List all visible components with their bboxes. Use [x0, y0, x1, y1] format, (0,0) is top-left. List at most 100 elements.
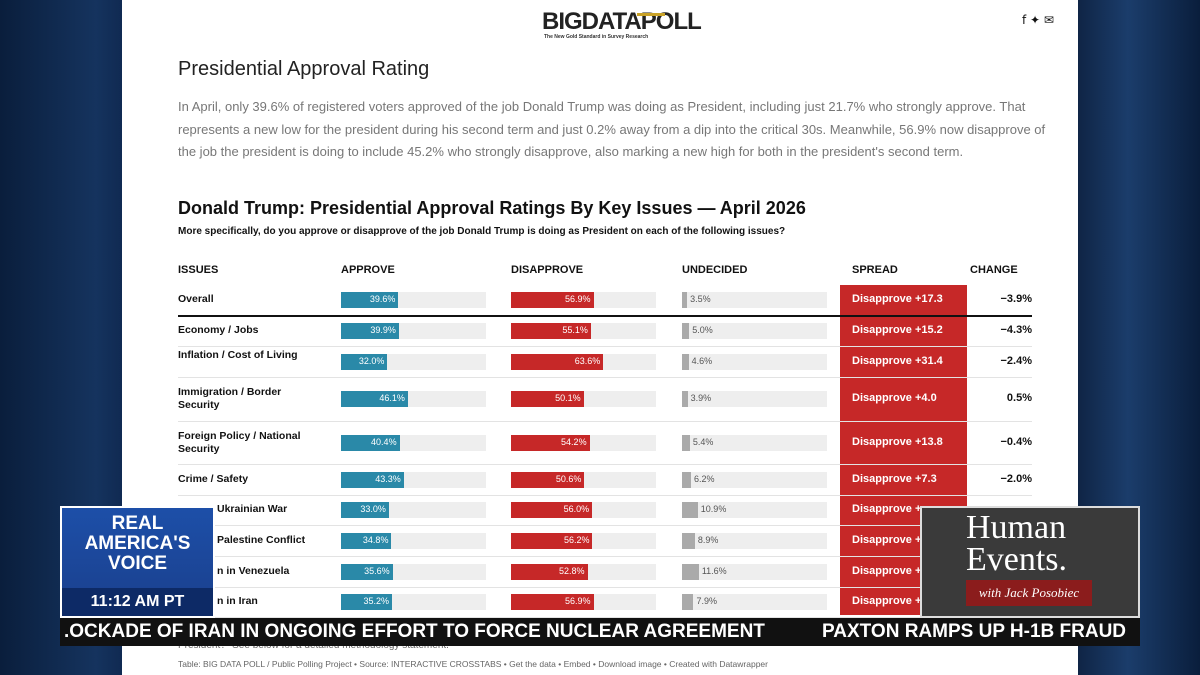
bar-track	[682, 532, 827, 549]
bar-track	[682, 471, 827, 488]
bar	[682, 502, 698, 518]
spread: Disapprove +	[852, 595, 922, 607]
network-line: REAL	[111, 513, 164, 534]
row-border	[178, 346, 1032, 347]
row-border	[178, 464, 1032, 465]
issue: Overall	[178, 293, 214, 305]
row-border	[178, 377, 1032, 378]
issue: Economy / Jobs	[178, 323, 259, 336]
change: −0.4%	[1000, 435, 1033, 448]
row-border	[178, 421, 1032, 422]
bar-label: 6.2%	[693, 473, 715, 484]
bar-label: 10.9%	[700, 504, 727, 514]
bar-label: 5.0%	[692, 324, 713, 335]
bar-label: 4.6%	[691, 355, 713, 366]
tagline: The New Gold Standard in Survey Research	[544, 34, 649, 40]
column-header: DISAPPROVE	[511, 264, 584, 276]
bar-label: 39.9%	[370, 324, 396, 335]
bar-track	[682, 594, 827, 610]
row-border	[178, 587, 1032, 588]
bar	[682, 353, 689, 370]
ticker-left: .OCKADE OF IRAN IN ONGOING EFFORT TO FOR…	[64, 621, 765, 642]
column-header: ISSUES	[178, 264, 219, 276]
network-line: VOICE	[107, 553, 168, 574]
bar	[682, 594, 694, 610]
logo: BIGDATAPOLL	[542, 8, 702, 35]
column-header: UNDECIDED	[682, 264, 748, 276]
table-title: Donald Trump: Presidential Approval Rati…	[178, 198, 806, 218]
bar-track	[682, 292, 827, 308]
show-name: Human Events.	[966, 511, 1067, 577]
column-header: SPREAD	[852, 264, 898, 276]
spread: Disapprove +13.8	[852, 435, 943, 448]
bar-label: 50.6%	[555, 473, 582, 484]
clock: 11:12 AM PT	[62, 588, 213, 616]
column-header: CHANGE	[970, 264, 1018, 276]
row-border	[178, 556, 1032, 557]
bar	[511, 594, 594, 610]
bar-label: 46.1%	[379, 393, 405, 403]
issue: Crime / Safety	[178, 472, 249, 485]
bar-label: 55.1%	[562, 324, 588, 335]
issue: Palestine Conflict	[217, 533, 306, 546]
bar	[682, 471, 691, 488]
social-icons: f ✦ ✉	[1022, 13, 1054, 27]
bar-label: 3.9%	[690, 393, 712, 403]
bar-track	[682, 563, 827, 580]
bar	[341, 594, 393, 610]
bar	[341, 532, 392, 549]
bar	[511, 391, 584, 407]
bar	[511, 353, 604, 370]
spread: Disapprove +	[852, 564, 922, 577]
row-border	[178, 495, 1032, 496]
article-title: Presidential Approval Rating	[178, 58, 430, 80]
logo-bars	[637, 2, 665, 16]
bar-label: 63.6%	[574, 355, 601, 366]
bar-label: 40.4%	[371, 436, 397, 447]
ticker: .OCKADE OF IRAN IN ONGOING EFFORT TO FOR…	[60, 618, 1140, 646]
bar-track	[682, 434, 827, 451]
change: −2.4%	[1000, 354, 1033, 367]
bar-label: 56.9%	[564, 596, 591, 606]
bar-track	[682, 353, 827, 370]
article-paragraph: In April, only 39.6% of registered voter…	[178, 99, 1046, 159]
bar-track	[682, 502, 827, 518]
bar-label: 3.5%	[690, 294, 711, 304]
issue: Immigration / Border Security	[178, 386, 282, 411]
bar	[511, 532, 593, 549]
bar-label: 32.0%	[358, 355, 385, 366]
change: −2.0%	[1000, 472, 1033, 485]
bar	[341, 434, 400, 451]
change: −3.9%	[1000, 293, 1033, 305]
spread: Disapprove +	[852, 503, 922, 515]
row-border	[178, 525, 1032, 526]
change: 0.5%	[1006, 392, 1032, 404]
issue: n in Venezuela	[217, 564, 290, 577]
bar-label: 35.6%	[364, 565, 390, 576]
bar-label: 11.6%	[701, 565, 727, 576]
show-host: with Jack Posobiec	[966, 580, 1092, 606]
bar	[682, 322, 690, 339]
issue: Foreign Policy / National Security	[178, 429, 301, 455]
row-border	[178, 315, 1032, 317]
change: −4.3%	[1000, 323, 1033, 336]
row-border	[178, 617, 1032, 618]
issue: n in Iran	[217, 595, 258, 607]
bar-label: 56.9%	[564, 294, 591, 304]
bar-track	[682, 391, 827, 407]
bar-label: 54.2%	[561, 436, 587, 447]
issue: Ukrainian War	[217, 503, 288, 515]
bar-label: 50.1%	[555, 393, 581, 403]
network-line: AMERICA'S	[84, 533, 191, 554]
bar-label: 39.6%	[369, 294, 396, 304]
web-page: BIGDATAPOLL The New Gold Standard in Sur…	[122, 0, 1078, 675]
bar-label: 52.8%	[559, 565, 585, 576]
bar	[341, 322, 399, 339]
spread: Disapprove +17.3	[852, 293, 943, 305]
show-logo: Human Events. with Jack Posobiec	[920, 506, 1140, 618]
column-header: APPROVE	[341, 264, 395, 276]
spread: Disapprove +4.0	[852, 392, 937, 404]
bar-label: 33.0%	[360, 504, 386, 514]
spread: Disapprove +31.4	[852, 354, 943, 367]
